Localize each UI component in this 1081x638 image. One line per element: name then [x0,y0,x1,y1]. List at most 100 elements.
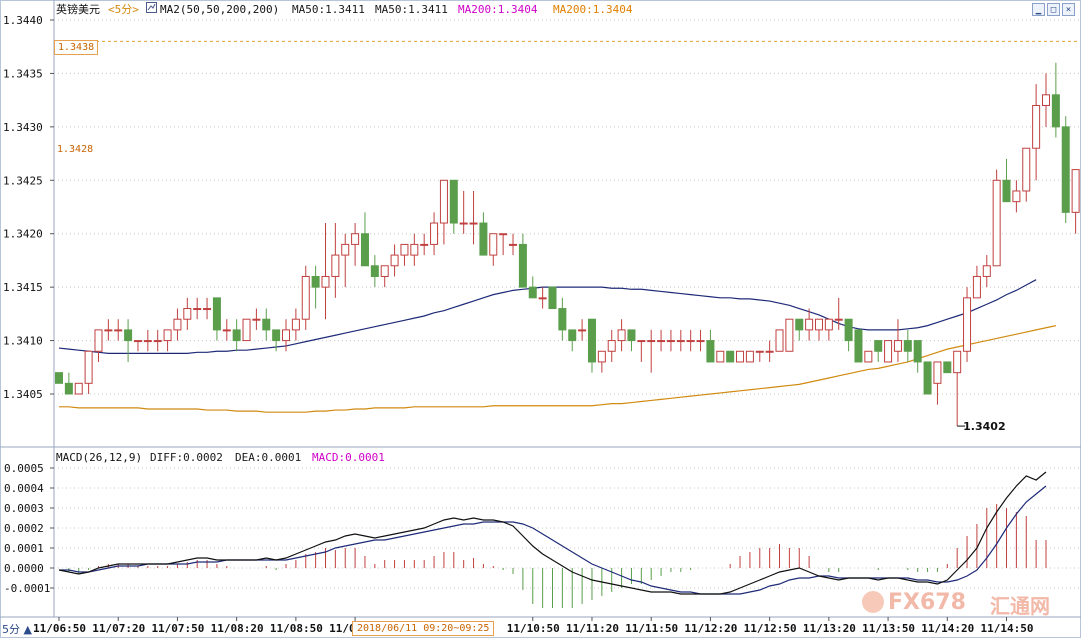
fx678-logo-icon [862,591,884,613]
candle-up [578,329,587,332]
candle-up [351,233,360,245]
y-tick-label: 1.3420 [3,228,43,241]
candle-up [133,340,142,343]
period-tag: <5分> [108,3,139,16]
y-tick-label: 1.3415 [3,281,43,294]
candle-up [252,318,261,321]
ma-item-1: MA50:1.3411 [292,3,365,16]
candle-down [548,286,557,310]
x-tick-label: 11/11:20 [566,622,619,635]
candle-down [370,265,379,277]
candle-down [262,318,271,331]
candle-up [153,340,162,343]
candle-up [647,340,656,343]
macd-y-tick-label: 0.0000 [4,562,44,575]
candle-down [232,329,241,342]
candle-up [1012,190,1021,203]
candle-up [814,318,823,331]
candle-down [528,286,537,299]
candle-up [696,340,705,343]
candle-up [489,233,498,256]
candle-up [686,340,695,343]
macd-y-tick-label: -0.0001 [4,582,50,595]
candle-up [884,340,893,363]
candle-up [499,233,508,236]
candle-down [558,308,567,331]
candle-up [74,382,83,395]
candle-up [321,275,330,288]
dea-line [59,485,1047,595]
candle-up [430,222,439,245]
candle-up [183,308,192,320]
candle-down [726,350,735,363]
period-selector[interactable]: 5分 ▲ [2,623,32,636]
candle-up [331,254,340,277]
y-tick-label: 1.3440 [3,14,43,27]
candle-up [676,340,685,343]
candle-up [597,350,606,363]
candle-up [716,350,725,363]
ma200-line [59,325,1056,413]
candle-down [795,318,804,331]
low-annotation: 1.3402 [963,420,1005,433]
watermark-cn: 汇通网 [990,594,1050,618]
candle-up [163,329,172,342]
candle-up [1022,147,1031,192]
candle-up [736,350,745,363]
candle-up [301,275,310,320]
macd-y-tick-label: 0.0005 [4,462,44,475]
close-button[interactable]: × [1062,3,1075,16]
minimize-button[interactable]: ▁ [1032,3,1045,16]
restore-button[interactable]: □ [1047,3,1060,16]
x-tick-label: 11/13:50 [862,622,915,635]
candle-down [64,382,73,395]
candle-down [568,329,577,342]
candle-up [805,318,814,331]
macd-y-tick-label: 0.0004 [4,482,44,495]
candle-up [538,297,547,300]
time-range-label: 2018/06/11 09:20~09:25 [352,621,495,636]
candle-down [854,329,863,363]
macd-label: MACD(26,12,9) [56,451,143,464]
candle-up [992,179,1001,267]
candle-down [360,233,369,267]
candle-up [745,350,754,363]
y-tick-label: 1.3405 [3,388,43,401]
candle-up [380,265,389,277]
candle-up [173,318,182,331]
candle-up [193,308,202,311]
candle-up [222,329,231,332]
x-tick-label: 11/14:50 [981,622,1034,635]
candle-up [1032,104,1041,149]
ma-item-4: MA200:1.3404 [553,3,633,16]
candle-down [627,329,636,342]
candle-down [212,297,221,331]
candle-up [765,350,774,353]
x-tick-label: 11/08:50 [270,622,323,635]
candle-up [410,243,419,256]
ma-indicator-icon[interactable] [146,2,157,16]
candle-down [913,340,922,363]
candle-up [242,318,251,342]
candle-up [893,340,902,352]
y-tick-label: 1.3435 [3,67,43,80]
candle-up [824,318,833,331]
symbol-name: 英镑美元 [56,3,100,16]
candle-up [982,265,991,277]
x-tick-label: 11/08:20 [211,622,264,635]
candle-down [903,340,912,352]
ma-item-3: MA200:1.3404 [458,3,538,16]
candle-up [972,275,981,299]
y-tick-label: 1.3430 [3,121,43,134]
candle-down [1051,94,1060,128]
candle-up [420,243,429,246]
candle-down [449,179,458,224]
marker-price-label: 1.3428 [57,144,94,155]
diff-line [58,471,1047,595]
candle-up [509,243,518,246]
candle-down [311,275,320,288]
candle-down [55,372,63,384]
x-tick-label: 11/12:20 [684,622,737,635]
